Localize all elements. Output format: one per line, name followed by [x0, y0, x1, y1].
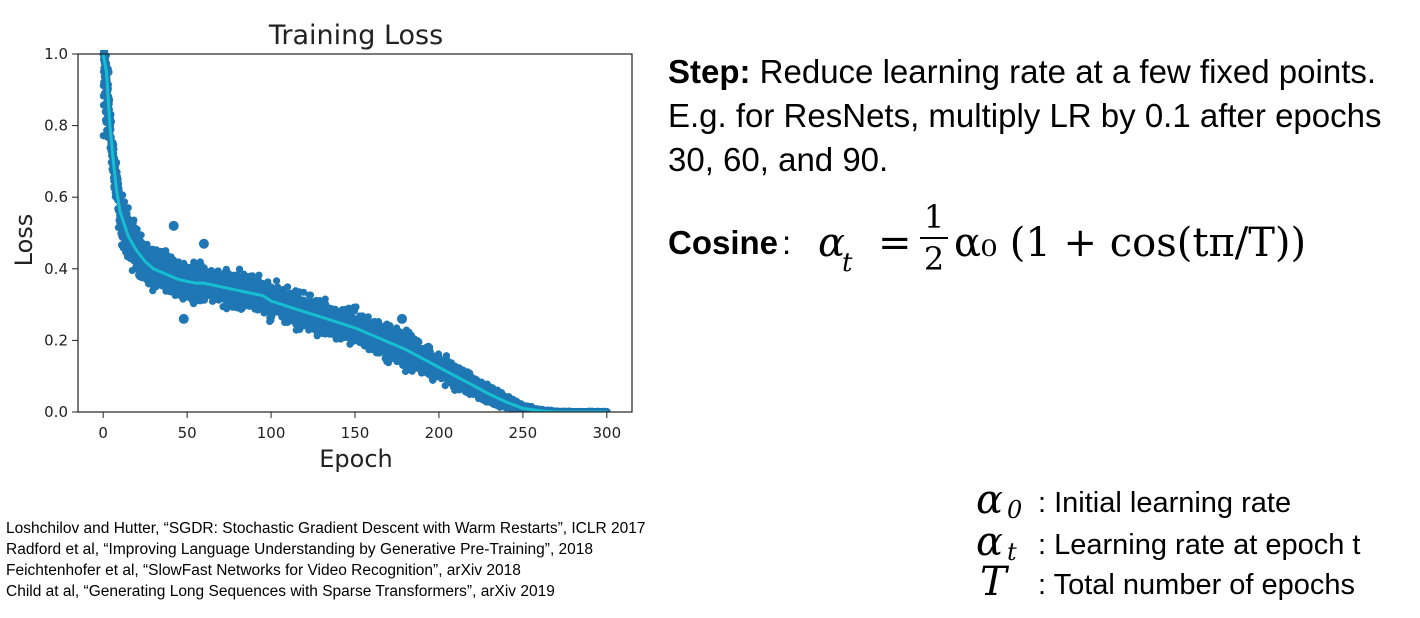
scatter-point: [284, 283, 292, 291]
scatter-point: [137, 231, 145, 239]
chart-title: Training Loss: [268, 20, 443, 51]
scatter-point: [100, 39, 107, 46]
scatter-point: [130, 216, 138, 224]
scatter-point: [133, 225, 141, 233]
scatter-point: [415, 338, 423, 346]
training-loss-chart: Training Loss 0 50 100 150 200 250 300 0.00.20…: [10, 20, 633, 473]
scatter-point: [306, 291, 315, 299]
scatter-point: [223, 305, 231, 313]
scatter-point: [119, 191, 127, 199]
scatter-point: [352, 303, 360, 311]
scatter-point: [255, 271, 263, 279]
scatter-point: [124, 204, 132, 212]
scatter-point: [272, 277, 281, 285]
